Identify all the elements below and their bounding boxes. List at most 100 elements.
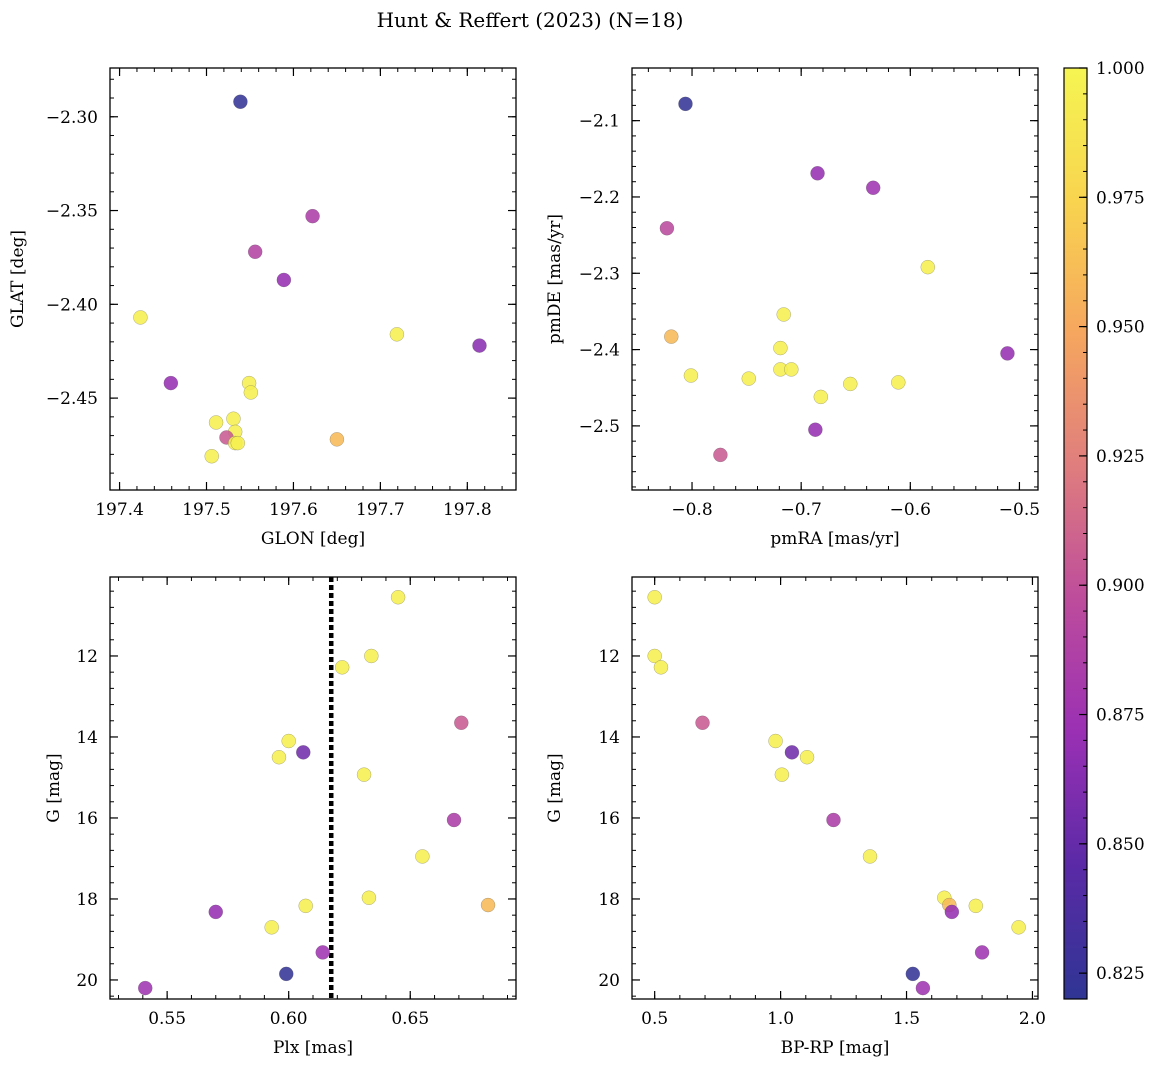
data-point	[891, 375, 906, 390]
x-tick-label: 0.55	[148, 1009, 186, 1029]
x-tick-label: −0.7	[781, 500, 822, 520]
data-point	[784, 745, 800, 760]
y-tick-label: 14	[598, 728, 620, 748]
data-point	[233, 94, 248, 109]
data-point	[138, 980, 153, 996]
y-tick-label: −2.45	[46, 389, 98, 409]
x-tick-label: 0.65	[391, 1009, 429, 1029]
x-tick-label: 0.5	[641, 1009, 668, 1029]
y-tick-label: −2.5	[579, 417, 620, 437]
data-point	[813, 389, 829, 405]
y-tick-label: −2.40	[46, 295, 98, 315]
data-point	[230, 435, 245, 451]
x-tick-label: −0.5	[999, 500, 1040, 520]
x-axis-label: BP-RP [mag]	[781, 1038, 890, 1058]
data-point	[364, 648, 379, 664]
y-tick-label: 14	[76, 728, 98, 748]
scatter-points	[138, 590, 496, 996]
axes-frame	[631, 576, 1039, 1000]
data-point	[741, 371, 756, 386]
data-point	[865, 180, 881, 196]
data-point	[713, 447, 728, 463]
minor-ticks	[110, 68, 516, 490]
panel-3: 0.55 0.60 0.65 12 14 16 18 20 Plx [mas] G [mag]	[44, 576, 517, 1058]
colorbar-tick-label: 0.975	[1096, 188, 1145, 208]
x-axis-label: GLON [deg]	[261, 529, 365, 549]
y-tick-label: −2.2	[579, 188, 620, 208]
y-tick-label: 18	[76, 890, 98, 910]
y-axis-label: GLAT [deg]	[8, 230, 28, 328]
figure-title: Hunt & Reffert (2023) (N=18)	[377, 8, 684, 32]
x-tick-label: 197.7	[356, 500, 405, 520]
data-point	[678, 96, 693, 112]
data-point	[808, 422, 823, 437]
colorbar-tick-label: 0.850	[1096, 835, 1145, 855]
y-tick-label: 18	[598, 890, 620, 910]
colorbar-tick-label: 1.000	[1096, 59, 1145, 79]
panel-4: 0.5 1.0 1.5 2.0 12 14 16 18 20 BP-RP [mag] G [mag]	[545, 576, 1046, 1058]
y-tick-label: −2.4	[579, 341, 620, 361]
x-tick-label: 1.5	[893, 1009, 920, 1029]
data-point	[454, 715, 469, 730]
x-tick-label: 1.0	[767, 1009, 794, 1029]
data-point	[133, 310, 148, 325]
data-point	[774, 767, 790, 782]
data-point	[264, 920, 279, 935]
scatter-points	[659, 96, 1015, 463]
data-point	[659, 221, 675, 236]
data-point	[974, 945, 990, 960]
colorbar-tick-label: 0.825	[1096, 964, 1145, 984]
y-tick-label: 16	[76, 809, 98, 829]
data-point	[784, 362, 799, 377]
y-tick-label: −2.35	[46, 202, 98, 222]
x-tick-label: 197.5	[182, 500, 231, 520]
data-point	[208, 904, 223, 920]
scatter-points	[647, 590, 1026, 996]
data-point	[271, 750, 287, 765]
data-point	[905, 966, 921, 982]
axes-frame	[631, 67, 1039, 491]
minor-ticks	[110, 577, 516, 999]
data-point	[862, 849, 878, 864]
data-point	[472, 338, 487, 353]
data-point	[163, 375, 179, 391]
data-point	[204, 449, 219, 464]
x-axis-label: Plx [mas]	[273, 1038, 353, 1058]
x-tick-label: 2.0	[1019, 1009, 1046, 1029]
data-point	[920, 259, 935, 275]
data-point	[361, 890, 377, 905]
data-point	[315, 945, 330, 960]
data-point	[768, 733, 783, 749]
data-point	[296, 745, 311, 760]
minor-ticks	[632, 68, 1038, 490]
y-tick-label: 20	[76, 971, 98, 991]
data-point	[944, 904, 960, 920]
x-tick-label: 197.8	[443, 500, 492, 520]
panel-2: −0.8 −0.7 −0.6 −0.5 −2.1 −2.2 −2.3 −2.4 −2.5 pmRA…	[545, 67, 1040, 549]
data-point	[647, 648, 662, 664]
axes-frame	[109, 576, 517, 1000]
colorbar-tick-label: 0.900	[1096, 576, 1145, 596]
x-tick-label: 197.4	[95, 500, 144, 520]
data-point	[356, 767, 372, 782]
y-tick-label: 12	[598, 647, 620, 667]
y-tick-label: −2.3	[579, 264, 620, 284]
y-tick-label: 20	[598, 971, 620, 991]
scatter-points	[133, 94, 487, 464]
minor-ticks	[632, 577, 1038, 999]
data-point	[647, 590, 662, 605]
data-point	[773, 340, 788, 356]
colorbar-tick-label: 0.925	[1096, 447, 1145, 467]
y-tick-label: −2.1	[579, 112, 620, 132]
data-point	[810, 166, 825, 181]
colorbar: 0.825 0.850 0.875 0.900 0.925 0.950 0.975 1.000	[1063, 59, 1145, 1000]
data-point	[298, 898, 313, 914]
data-point	[389, 327, 405, 342]
data-point	[305, 208, 320, 224]
data-point	[664, 329, 679, 344]
data-point	[446, 812, 462, 828]
colorbar-tick-label: 0.875	[1096, 706, 1145, 726]
data-point	[276, 272, 292, 288]
data-point	[1000, 346, 1015, 361]
